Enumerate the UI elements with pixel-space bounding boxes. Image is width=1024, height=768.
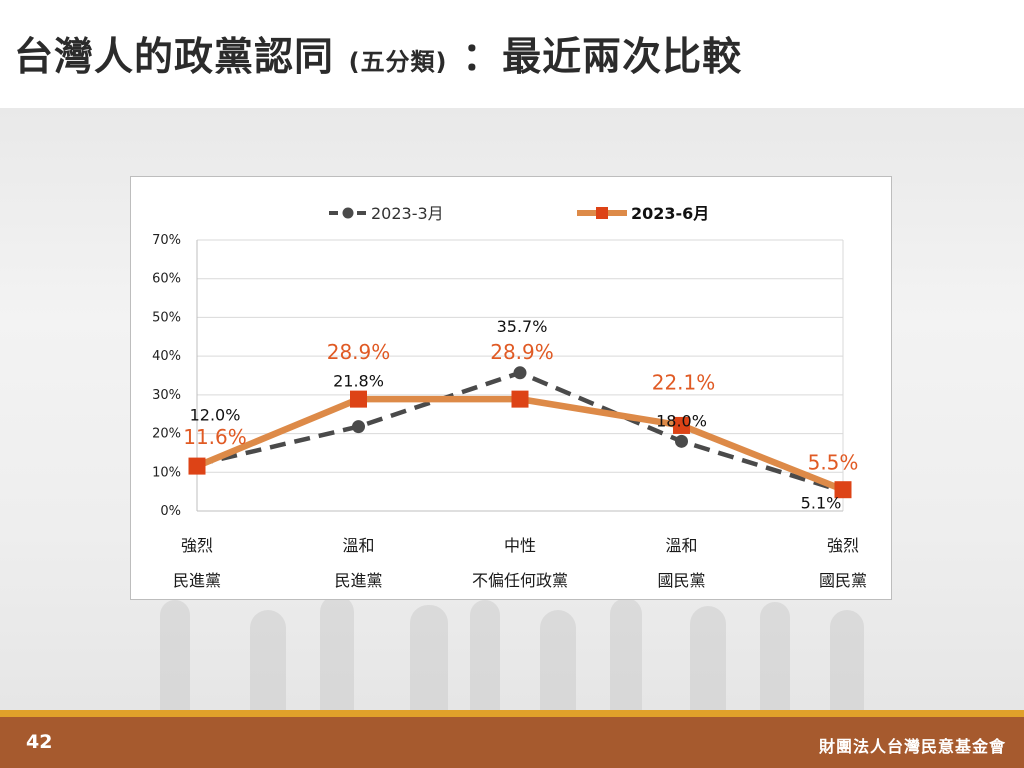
- data-label-2023-3: 18.0%: [656, 411, 707, 430]
- chart-gridlines: [197, 239, 844, 512]
- y-tick-label: 60%: [152, 272, 181, 287]
- x-category-label: 民進黨: [173, 571, 221, 590]
- series-point-2023-6: [188, 457, 206, 475]
- crowd-silhouette-decoration: [690, 606, 726, 710]
- x-category-label: 國民黨: [819, 571, 867, 590]
- x-category-label: 溫和: [665, 536, 697, 555]
- series-point-2023-6: [511, 390, 529, 408]
- x-category-label: 國民黨: [657, 571, 705, 590]
- chart-legend: 2023-3月 2023-6月: [329, 204, 709, 223]
- footer-bar: [0, 717, 1024, 768]
- y-tick-label: 10%: [152, 465, 181, 480]
- series-point-2023-3: [675, 434, 688, 448]
- x-category-label: 強烈: [827, 536, 859, 555]
- y-tick-label: 20%: [152, 427, 181, 442]
- y-tick-label: 70%: [152, 233, 181, 248]
- chart-series: [188, 366, 852, 499]
- crowd-silhouette-decoration: [540, 610, 576, 710]
- line-chart: 2023-3月 2023-6月 0% 10% 20% 30% 40% 50% 60% 70% 強…: [152, 204, 867, 590]
- data-label-2023-3: 5.1%: [801, 493, 842, 512]
- legend-marker-2023-3: [342, 207, 354, 219]
- data-label-2023-6: 5.5%: [808, 451, 859, 475]
- organization-name: 財團法人台灣民意基金會: [818, 737, 1006, 756]
- footer-accent-line: [0, 710, 1024, 717]
- series-point-2023-3: [513, 366, 527, 380]
- data-label-2023-6: 28.9%: [490, 340, 554, 364]
- crowd-silhouette-decoration: [610, 598, 642, 710]
- x-category-label: 不偏任何政黨: [472, 571, 568, 590]
- crowd-silhouette-decoration: [250, 610, 286, 710]
- crowd-silhouette-decoration: [760, 602, 790, 710]
- y-tick-label: 50%: [152, 310, 181, 325]
- data-label-2023-6: 11.6%: [183, 425, 247, 449]
- title-main: 台灣人的政黨認同: [14, 35, 335, 80]
- x-category-label: 民進黨: [334, 571, 382, 590]
- series-point-2023-3: [352, 420, 365, 434]
- data-labels: 12.0% 21.8% 35.7% 18.0% 5.1% 11.6% 28.9% 28.9% 2…: [183, 317, 858, 512]
- title-sub: (五分類): [348, 48, 448, 76]
- y-tick-label: 30%: [152, 388, 181, 403]
- crowd-silhouette-decoration: [410, 605, 448, 710]
- y-axis: 0% 10% 20% 30% 40% 50% 60% 70%: [152, 233, 198, 519]
- data-label-2023-3: 35.7%: [497, 317, 548, 336]
- legend-label-2023-6: 2023-6月: [631, 204, 709, 223]
- data-label-2023-3: 21.8%: [333, 372, 384, 391]
- x-category-label: 強烈: [181, 536, 213, 555]
- x-category-label: 中性: [504, 536, 536, 555]
- y-tick-label: 40%: [152, 349, 181, 364]
- x-category-label: 溫和: [342, 536, 374, 555]
- crowd-silhouette-decoration: [470, 600, 500, 710]
- legend-label-2023-3: 2023-3月: [371, 204, 444, 223]
- y-tick-label: 0%: [160, 504, 181, 519]
- crowd-silhouette-decoration: [830, 610, 864, 710]
- title-tail: ：最近兩次比較: [462, 35, 743, 80]
- crowd-silhouette-decoration: [320, 595, 354, 710]
- series-point-2023-6: [350, 390, 367, 408]
- series-line-2023-3: [196, 370, 844, 494]
- crowd-silhouette-decoration: [160, 600, 190, 710]
- data-label-2023-6: 22.1%: [652, 370, 716, 394]
- data-label-2023-3: 12.0%: [190, 406, 241, 425]
- series-point-2023-6: [673, 416, 690, 434]
- legend-marker-2023-6: [596, 207, 608, 219]
- series-point-2023-6: [834, 481, 852, 499]
- series-line-2023-6: [195, 395, 845, 493]
- chart-container: 2023-3月 2023-6月 0% 10% 20% 30% 40% 50% 60% 70% 強…: [130, 176, 892, 600]
- slide-title: 台灣人的政黨認同 (五分類) ：最近兩次比較: [14, 26, 742, 82]
- page-number: 42: [26, 731, 53, 753]
- data-label-2023-6: 28.9%: [327, 340, 391, 364]
